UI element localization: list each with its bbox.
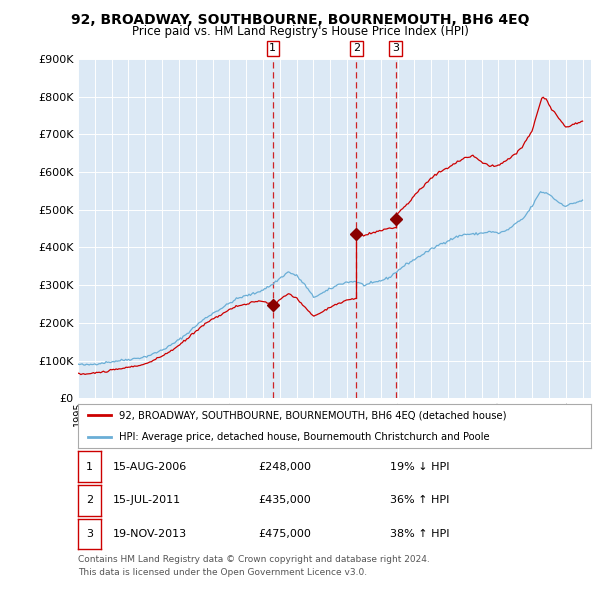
- Text: 1: 1: [86, 462, 93, 471]
- Text: £475,000: £475,000: [258, 529, 311, 539]
- Text: 3: 3: [392, 44, 399, 54]
- Text: 19% ↓ HPI: 19% ↓ HPI: [390, 462, 449, 471]
- Text: 19-NOV-2013: 19-NOV-2013: [113, 529, 187, 539]
- Text: 38% ↑ HPI: 38% ↑ HPI: [390, 529, 449, 539]
- Text: £248,000: £248,000: [258, 462, 311, 471]
- Text: 2: 2: [86, 496, 93, 505]
- Text: 2: 2: [353, 44, 360, 54]
- Text: Contains HM Land Registry data © Crown copyright and database right 2024.: Contains HM Land Registry data © Crown c…: [78, 555, 430, 564]
- Text: 36% ↑ HPI: 36% ↑ HPI: [390, 496, 449, 505]
- Text: Price paid vs. HM Land Registry's House Price Index (HPI): Price paid vs. HM Land Registry's House …: [131, 25, 469, 38]
- Text: £435,000: £435,000: [258, 496, 311, 505]
- Text: 3: 3: [86, 529, 93, 539]
- Text: 15-AUG-2006: 15-AUG-2006: [113, 462, 187, 471]
- Text: HPI: Average price, detached house, Bournemouth Christchurch and Poole: HPI: Average price, detached house, Bour…: [119, 432, 490, 442]
- Text: 92, BROADWAY, SOUTHBOURNE, BOURNEMOUTH, BH6 4EQ: 92, BROADWAY, SOUTHBOURNE, BOURNEMOUTH, …: [71, 13, 529, 27]
- Text: This data is licensed under the Open Government Licence v3.0.: This data is licensed under the Open Gov…: [78, 568, 367, 577]
- Text: 92, BROADWAY, SOUTHBOURNE, BOURNEMOUTH, BH6 4EQ (detached house): 92, BROADWAY, SOUTHBOURNE, BOURNEMOUTH, …: [119, 410, 506, 420]
- Text: 15-JUL-2011: 15-JUL-2011: [113, 496, 181, 505]
- Text: 1: 1: [269, 44, 277, 54]
